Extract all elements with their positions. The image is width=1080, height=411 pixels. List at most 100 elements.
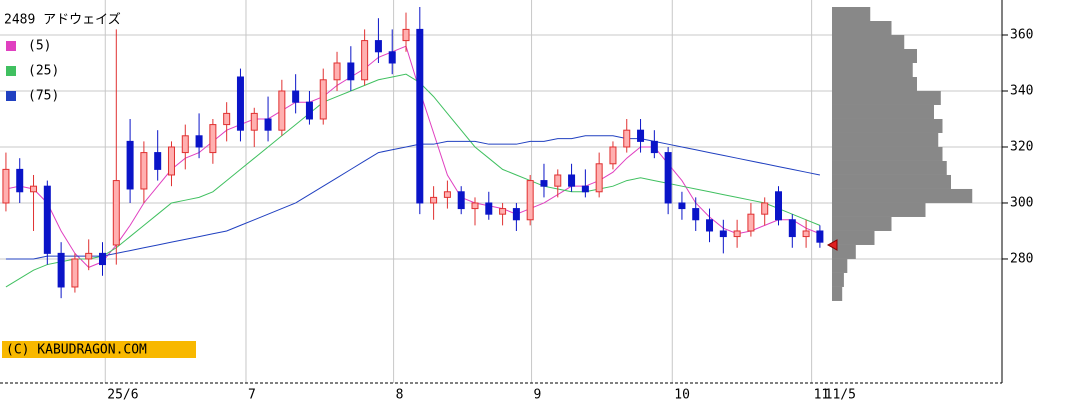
candle-body bbox=[154, 152, 162, 170]
copyright: (C) KABUDRAGON.COM bbox=[6, 343, 147, 358]
candle-body bbox=[319, 79, 327, 120]
profile-bar bbox=[832, 188, 973, 203]
candle-body bbox=[816, 230, 824, 243]
candle-body bbox=[209, 124, 217, 154]
x-tick-label: 25/6 bbox=[107, 388, 138, 403]
candle-body bbox=[30, 185, 38, 193]
profile-bar bbox=[832, 6, 871, 21]
legend-swatch bbox=[6, 91, 16, 101]
x-tick-label: 8 bbox=[396, 388, 404, 403]
x-tick-label: 10 bbox=[674, 388, 690, 403]
candle-body bbox=[264, 118, 272, 131]
y-tick-label: 280 bbox=[1010, 251, 1033, 266]
profile-bar bbox=[832, 146, 943, 161]
candle-body bbox=[678, 202, 686, 210]
x-tick-label: 9 bbox=[534, 388, 542, 403]
x-tick-label: 7 bbox=[248, 388, 256, 403]
candle-body bbox=[485, 202, 493, 215]
y-tick-label: 320 bbox=[1010, 139, 1033, 154]
candle-body bbox=[374, 40, 382, 53]
profile-bar bbox=[832, 62, 913, 77]
candle-body bbox=[609, 146, 617, 165]
profile-bar bbox=[832, 48, 917, 63]
candle-body bbox=[85, 252, 93, 260]
legend-swatch bbox=[6, 41, 16, 51]
y-tick-label: 360 bbox=[1010, 27, 1033, 42]
profile-bar bbox=[832, 118, 943, 133]
candle-body bbox=[71, 258, 79, 288]
profile-bar bbox=[832, 132, 939, 147]
candle-body bbox=[16, 168, 24, 193]
candle-body bbox=[788, 219, 796, 238]
candle-body bbox=[540, 180, 548, 187]
candle-body bbox=[402, 28, 410, 42]
legend-swatch bbox=[6, 66, 16, 76]
candle-body bbox=[167, 146, 175, 176]
candle-body bbox=[775, 191, 783, 221]
candle-body bbox=[416, 28, 424, 204]
ma-line bbox=[5, 45, 821, 268]
candle-body bbox=[57, 252, 65, 288]
candle-body bbox=[650, 140, 658, 154]
candle-body bbox=[195, 135, 203, 148]
profile-bar bbox=[832, 258, 848, 273]
last-marker bbox=[826, 239, 838, 251]
profile-bar bbox=[832, 174, 951, 189]
candle-body bbox=[181, 135, 189, 154]
profile-bar bbox=[832, 160, 947, 175]
candle-body bbox=[637, 129, 645, 142]
candle-body bbox=[568, 174, 576, 187]
legend-label: (5) bbox=[28, 39, 51, 54]
candle-body bbox=[554, 174, 562, 187]
candle-body bbox=[499, 208, 507, 215]
candle-body bbox=[223, 112, 231, 126]
candle-body bbox=[278, 90, 286, 131]
legend-label: (25) bbox=[28, 64, 59, 79]
copyright-bg bbox=[2, 341, 196, 358]
profile-bar bbox=[832, 34, 905, 49]
candle-body bbox=[347, 62, 355, 81]
candle-body bbox=[623, 129, 631, 148]
profile-bar bbox=[832, 230, 875, 245]
candle-body bbox=[719, 230, 727, 238]
candle-body bbox=[43, 185, 51, 254]
candle-body bbox=[747, 213, 755, 232]
profile-bar bbox=[832, 90, 941, 105]
chart-title: 2489 アドウェイズ bbox=[4, 12, 121, 28]
candle-body bbox=[595, 163, 603, 193]
candle-body bbox=[2, 168, 10, 204]
candle-body bbox=[664, 152, 672, 204]
legend-label: (75) bbox=[28, 89, 59, 104]
candle-body bbox=[471, 202, 479, 210]
candle-body bbox=[292, 90, 300, 103]
candle-body bbox=[112, 180, 120, 246]
profile-bar bbox=[832, 286, 843, 301]
candle-body bbox=[526, 180, 534, 221]
candle-body bbox=[99, 252, 107, 266]
profile-bar bbox=[832, 244, 856, 259]
candle-body bbox=[512, 208, 520, 221]
candle-body bbox=[457, 191, 465, 210]
candle-body bbox=[761, 202, 769, 215]
x-tick-label: 11 bbox=[814, 388, 830, 403]
candle-body bbox=[126, 140, 134, 190]
candle-body bbox=[802, 230, 810, 238]
candle-body bbox=[733, 230, 741, 238]
candle-body bbox=[305, 101, 313, 120]
candle-body bbox=[333, 62, 341, 81]
x-tick-label: 11/5 bbox=[825, 388, 856, 403]
candle-body bbox=[250, 112, 258, 131]
candle-body bbox=[430, 196, 438, 204]
candle-body bbox=[581, 185, 589, 193]
candle-body bbox=[388, 51, 396, 64]
ma-line bbox=[5, 135, 820, 260]
y-tick-label: 300 bbox=[1010, 195, 1033, 210]
candle-body bbox=[236, 76, 244, 131]
ma-line bbox=[5, 73, 821, 288]
profile-bar bbox=[832, 104, 934, 119]
y-tick-label: 340 bbox=[1010, 83, 1033, 98]
profile-bar bbox=[832, 202, 926, 217]
candle-body bbox=[361, 40, 369, 81]
profile-bar bbox=[832, 76, 917, 91]
